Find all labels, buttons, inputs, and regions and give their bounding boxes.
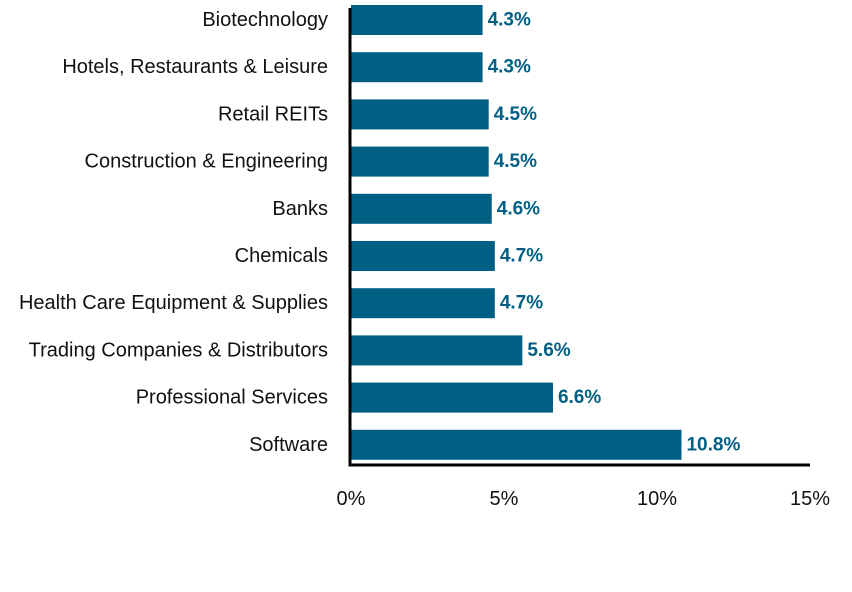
category-label: Biotechnology bbox=[202, 9, 328, 31]
bar bbox=[351, 288, 495, 319]
category-label: Hotels, Restaurants & Leisure bbox=[62, 56, 328, 78]
bar-value-label: 6.6% bbox=[558, 387, 601, 408]
bar bbox=[351, 335, 523, 366]
x-tick-label: 15% bbox=[790, 488, 830, 510]
bar-value-label: 4.5% bbox=[494, 104, 537, 125]
value-labels-group: 4.3% 4.3% 4.5% 4.5% 4.6% 4.7% 4.7% 5.6% 6.6% 10.8… bbox=[488, 10, 741, 456]
x-tick-labels-group: 0% 5% 10% 15% bbox=[337, 488, 831, 510]
x-tick-label: 0% bbox=[337, 488, 366, 510]
category-label: Chemicals bbox=[235, 245, 328, 267]
bar-value-label: 4.5% bbox=[494, 151, 537, 172]
bar-value-label: 4.7% bbox=[500, 293, 543, 314]
bar-value-label: 5.6% bbox=[527, 340, 570, 361]
category-label: Construction & Engineering bbox=[85, 151, 328, 173]
x-tick-label: 5% bbox=[490, 488, 519, 510]
category-label: Health Care Equipment & Supplies bbox=[19, 292, 328, 314]
bar-value-label: 10.8% bbox=[686, 434, 740, 455]
bar bbox=[351, 241, 495, 271]
category-labels-group: Biotechnology Hotels, Restaurants & Leisu… bbox=[19, 9, 328, 456]
bar-value-label: 4.6% bbox=[497, 198, 540, 219]
bar bbox=[351, 429, 682, 460]
category-label: Retail REITs bbox=[218, 103, 328, 125]
bar-value-label: 4.3% bbox=[488, 57, 531, 78]
category-label: Software bbox=[249, 434, 328, 456]
bar bbox=[351, 52, 483, 83]
category-label: Banks bbox=[272, 198, 328, 220]
bar-value-label: 4.3% bbox=[488, 10, 531, 31]
bars-group bbox=[351, 5, 682, 460]
bar bbox=[351, 382, 553, 413]
bar-value-label: 4.7% bbox=[500, 246, 543, 267]
bar bbox=[351, 193, 492, 224]
category-label: Trading Companies & Distributors bbox=[29, 339, 328, 361]
bar bbox=[351, 146, 489, 177]
bar bbox=[351, 99, 489, 130]
x-tick-label: 10% bbox=[637, 488, 677, 510]
bar bbox=[351, 5, 483, 35]
category-label: Professional Services bbox=[136, 387, 328, 409]
